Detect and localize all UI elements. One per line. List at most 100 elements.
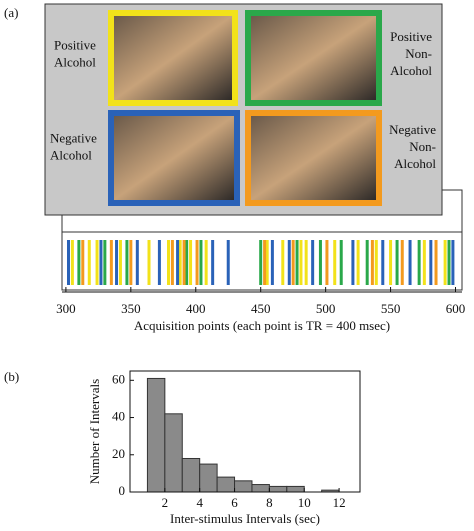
panel-label: (b): [4, 369, 19, 384]
stimulus-event: [270, 240, 274, 285]
stimulus-event: [81, 240, 85, 285]
x-tick-label: 6: [231, 495, 238, 510]
x-tick-label: 450: [251, 301, 271, 316]
x-tick-label: 8: [266, 495, 273, 510]
stimulus-event: [185, 240, 189, 285]
bar: [199, 463, 218, 493]
stimulus-event: [265, 240, 269, 285]
stimulus-event: [99, 240, 103, 285]
x-tick-label: 300: [56, 301, 76, 316]
stimulus-event: [77, 240, 81, 285]
x-axis-label: Acquisition points (each point is TR = 4…: [134, 318, 390, 333]
condition-label: Negative: [389, 122, 436, 137]
stimulus-event: [263, 240, 267, 285]
bar: [146, 377, 166, 493]
stimulus-event: [311, 240, 315, 285]
stimulus-event: [365, 240, 369, 285]
stimulus-event: [170, 240, 174, 285]
stimulus-event: [135, 240, 139, 285]
stimulus-event: [125, 240, 129, 285]
stimulus-event: [447, 240, 451, 285]
connector: [442, 189, 463, 232]
x-tick-label: 550: [381, 301, 401, 316]
stimulus-event: [370, 240, 374, 285]
stimulus-event: [333, 240, 337, 285]
panel-label: (a): [4, 5, 18, 20]
condition-label: Negative: [50, 130, 97, 145]
image-placeholder: [251, 116, 376, 200]
stimulus-event: [87, 240, 91, 285]
stimulus-event: [281, 240, 285, 285]
x-axis-label: Inter-stimulus Intervals (sec): [170, 511, 320, 526]
y-axis-label: Number of Intervals: [87, 379, 102, 484]
stimulus-event: [299, 240, 303, 285]
image-placeholder: [114, 116, 234, 200]
stimulus-event: [195, 240, 199, 285]
stimulus-event: [356, 240, 360, 285]
stimulus-event: [381, 240, 385, 285]
plot-frame: [129, 370, 361, 493]
condition-label: Non-: [405, 46, 432, 61]
stimulus-event: [211, 240, 215, 285]
x-tick-label: 10: [298, 495, 311, 510]
stimulus-event: [374, 240, 378, 285]
stimulus-event: [115, 240, 119, 285]
stimulus-event: [259, 240, 263, 285]
condition-label: Positive: [390, 29, 432, 44]
stimulus-event: [434, 240, 438, 285]
condition-label: Alcohol: [54, 54, 96, 69]
x-tick-label: 4: [196, 495, 203, 510]
condition-label: Non-: [409, 139, 436, 154]
stimulus-event: [118, 240, 122, 285]
x-tick-label: 350: [121, 301, 141, 316]
stimulus-event: [318, 240, 322, 285]
stimulus-event: [417, 240, 421, 285]
stimulus-event: [287, 240, 291, 285]
stimulus-event: [199, 240, 203, 285]
bar: [268, 485, 288, 493]
y-tick-label: 0: [119, 483, 126, 498]
condition-label: Alcohol: [394, 156, 436, 171]
y-tick-label: 60: [112, 371, 125, 386]
stimulus-event: [395, 240, 399, 285]
x-tick-label: 400: [186, 301, 206, 316]
condition-label: Positive: [54, 37, 96, 52]
stimulus-event: [182, 240, 186, 285]
x-tick-label: 12: [333, 495, 346, 510]
condition-label: Alcohol: [390, 63, 432, 78]
bar: [216, 476, 236, 493]
image-placeholder: [251, 16, 376, 100]
stimulus-event: [408, 240, 412, 285]
condition-label: Alcohol: [50, 147, 92, 162]
stimulus-event: [304, 240, 308, 285]
y-tick-label: 20: [112, 446, 125, 461]
stimulus-event: [147, 240, 151, 285]
y-tick-label: 40: [112, 409, 125, 424]
stimulus-event: [226, 240, 230, 285]
bar: [286, 485, 305, 493]
stimulus-event: [66, 240, 70, 285]
bar: [251, 484, 270, 493]
stimulus-event: [422, 240, 426, 285]
bar: [164, 413, 183, 493]
x-tick-label: 600: [446, 301, 466, 316]
stimulus-event: [351, 240, 355, 285]
stimulus-event: [70, 240, 74, 285]
stimulus-event: [109, 240, 113, 285]
stimulus-event: [389, 240, 393, 285]
stimulus-event: [178, 240, 182, 285]
x-tick-label: 500: [316, 301, 336, 316]
image-placeholder: [114, 16, 232, 100]
stimulus-event: [189, 240, 193, 285]
stimulus-event: [176, 240, 180, 285]
stimulus-event: [443, 240, 447, 285]
stimulus-box: [44, 3, 443, 216]
stimulus-event: [325, 240, 329, 285]
bar: [234, 480, 253, 493]
x-tick-label: 2: [162, 495, 169, 510]
stimulus-event: [166, 240, 170, 285]
bar: [181, 457, 201, 493]
stimulus-event: [295, 240, 299, 285]
stimulus-event: [429, 240, 433, 285]
